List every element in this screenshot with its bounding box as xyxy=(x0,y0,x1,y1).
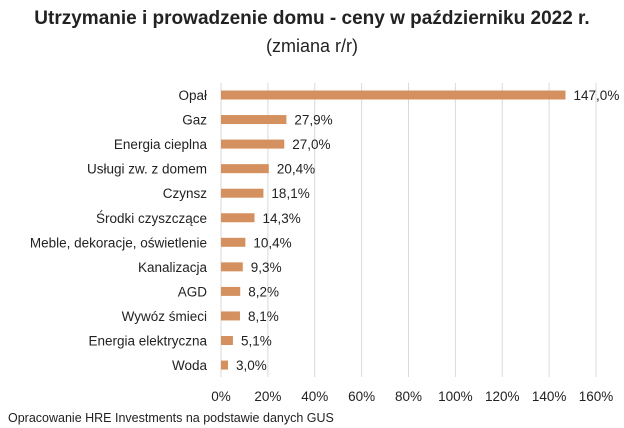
category-label: Meble, dekoracje, oświetlenie xyxy=(30,235,207,250)
category-label: Środki czyszczące xyxy=(96,211,207,226)
data-label: 27,0% xyxy=(292,137,330,152)
category-label: Woda xyxy=(172,358,208,373)
bar xyxy=(221,213,255,223)
data-label: 5,1% xyxy=(241,334,272,349)
bar xyxy=(221,139,285,149)
category-label: AGD xyxy=(178,284,208,299)
category-label: Opał xyxy=(178,88,207,103)
data-label: 20,4% xyxy=(277,162,315,177)
category-label: Wywóz śmieci xyxy=(122,309,207,324)
category-label: Energia elektryczna xyxy=(88,334,207,349)
source-note: Opracowanie HRE Investments na podstawie… xyxy=(8,411,334,425)
bar xyxy=(221,360,229,370)
x-tick-label: 140% xyxy=(532,389,567,404)
data-label: 3,0% xyxy=(236,358,267,373)
data-label: 14,3% xyxy=(263,211,301,226)
x-tick-label: 60% xyxy=(348,389,375,404)
bar xyxy=(221,311,240,321)
data-label: 147,0% xyxy=(574,88,620,103)
bar xyxy=(221,237,246,247)
bar xyxy=(221,188,264,198)
data-label: 8,1% xyxy=(248,309,279,324)
chart-title: Utrzymanie i prowadzenie domu - ceny w p… xyxy=(34,8,590,29)
category-label: Usługi zw. z domem xyxy=(87,162,207,177)
x-tick-label: 0% xyxy=(211,389,231,404)
data-label: 8,2% xyxy=(248,284,279,299)
data-label: 18,1% xyxy=(271,186,309,201)
data-label: 27,9% xyxy=(294,113,332,128)
bar xyxy=(221,262,243,272)
category-label: Gaz xyxy=(182,113,207,128)
x-tick-label: 120% xyxy=(485,389,520,404)
category-label: Czynsz xyxy=(163,186,208,201)
bar xyxy=(221,115,287,125)
x-tick-label: 40% xyxy=(301,389,328,404)
bar xyxy=(221,336,233,345)
bar xyxy=(221,286,241,296)
bar xyxy=(221,90,566,100)
category-label: Kanalizacja xyxy=(138,260,208,275)
category-label: Energia cieplna xyxy=(114,137,208,152)
bar xyxy=(221,164,269,174)
data-label: 10,4% xyxy=(253,235,291,250)
x-tick-label: 20% xyxy=(254,389,281,404)
chart-subtitle: (zmiana r/r) xyxy=(265,36,358,56)
x-tick-label: 100% xyxy=(438,389,473,404)
x-tick-label: 80% xyxy=(395,389,422,404)
data-label: 9,3% xyxy=(251,260,282,275)
x-tick-label: 160% xyxy=(579,389,614,404)
